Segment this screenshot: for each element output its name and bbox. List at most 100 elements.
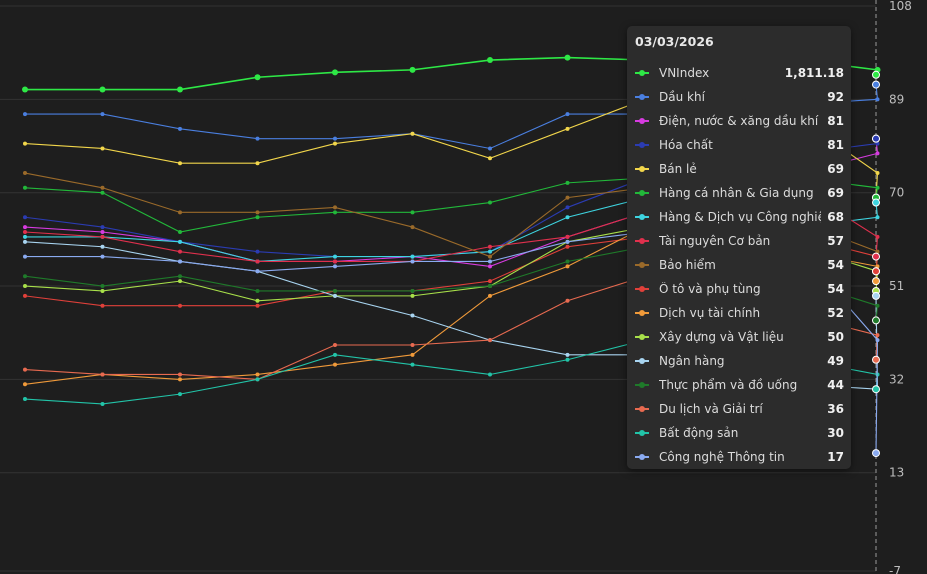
- data-point: [100, 401, 105, 406]
- legend-marker-icon: [635, 310, 649, 316]
- data-point: [255, 303, 260, 308]
- tooltip-series-name: Ngân hàng: [659, 354, 725, 368]
- data-point: [23, 367, 27, 372]
- data-point: [23, 225, 27, 230]
- data-point: [23, 215, 27, 220]
- tooltip-row: Ô tô và phụ tùng 54: [635, 277, 844, 301]
- tooltip-row: Công nghệ Thông tin 17: [635, 445, 844, 469]
- legend-marker-icon: [635, 118, 649, 124]
- data-point: [100, 190, 105, 195]
- tooltip-series-name: Dầu khí: [659, 90, 705, 104]
- data-point: [333, 136, 337, 141]
- legend-marker-icon: [635, 286, 649, 292]
- data-point: [565, 205, 570, 210]
- data-point: [178, 377, 182, 382]
- tooltip-row: Bán lẻ 69: [635, 157, 844, 181]
- legend-marker-icon: [635, 214, 649, 220]
- y-tick-label: -7: [889, 564, 901, 574]
- tooltip-series-value: 49: [827, 354, 844, 368]
- tooltip: 03/03/2026 VNIndex 1,811.18 Dầu khí 92 Điện,…: [627, 26, 851, 469]
- tooltip-series-value: 54: [827, 258, 844, 272]
- data-point: [564, 54, 571, 61]
- data-point: [410, 313, 415, 318]
- data-point: [565, 298, 570, 303]
- data-point: [100, 372, 105, 377]
- data-point: [333, 293, 337, 298]
- tooltip-series-name: Bảo hiểm: [659, 258, 716, 272]
- data-point: [565, 234, 570, 239]
- hover-marker: [872, 277, 880, 286]
- data-point: [488, 249, 492, 254]
- tooltip-series-value: 69: [827, 162, 844, 176]
- legend-marker-icon: [635, 190, 649, 196]
- tooltip-series-name: VNIndex: [659, 66, 710, 80]
- data-point: [487, 57, 493, 64]
- data-point: [488, 244, 492, 249]
- hover-markers: [872, 70, 880, 458]
- legend-marker-icon: [635, 262, 649, 268]
- data-point: [178, 230, 182, 234]
- data-point: [100, 112, 105, 117]
- data-point: [255, 136, 260, 141]
- data-point: [99, 86, 106, 93]
- tooltip-series-value: 69: [827, 186, 844, 200]
- y-tick-label: 13: [889, 466, 904, 480]
- data-point: [23, 239, 27, 244]
- tooltip-series-value: 17: [827, 450, 844, 464]
- data-point: [23, 234, 27, 239]
- legend-marker-icon: [635, 70, 649, 76]
- data-point: [22, 86, 28, 93]
- data-point: [255, 372, 260, 377]
- data-point: [23, 274, 27, 279]
- data-point: [23, 382, 27, 387]
- data-point: [178, 259, 182, 264]
- hover-marker: [872, 70, 880, 79]
- tooltip-series-name: Bất động sản: [659, 426, 739, 440]
- data-point: [255, 210, 260, 215]
- hover-marker: [872, 355, 880, 364]
- data-point: [23, 171, 27, 176]
- tooltip-series-value: 81: [827, 138, 844, 152]
- y-tick-label: 32: [889, 372, 904, 386]
- hover-marker: [872, 291, 880, 300]
- data-point: [488, 146, 492, 151]
- data-point: [100, 225, 105, 230]
- data-point: [254, 74, 261, 81]
- tooltip-series-name: Dịch vụ tài chính: [659, 306, 761, 320]
- data-point: [100, 234, 105, 239]
- data-point: [565, 180, 570, 185]
- tooltip-series-name: Xây dựng và Vật liệu: [659, 330, 784, 344]
- tooltip-series-name: Công nghệ Thông tin: [659, 450, 785, 464]
- data-point: [255, 288, 260, 293]
- hover-marker: [872, 267, 880, 276]
- tooltip-row: Hóa chất 81: [635, 133, 844, 157]
- data-point: [875, 215, 880, 220]
- hover-marker: [872, 80, 880, 89]
- data-point: [255, 298, 260, 303]
- data-point: [100, 284, 105, 289]
- tooltip-row: Ngân hàng 49: [635, 349, 844, 373]
- legend-marker-icon: [635, 430, 649, 436]
- tooltip-series-value: 92: [827, 90, 844, 104]
- legend-marker-icon: [635, 94, 649, 100]
- legend-marker-icon: [635, 142, 649, 148]
- tooltip-series-value: 1,811.18: [784, 66, 844, 80]
- data-point: [410, 259, 415, 264]
- data-point: [565, 195, 570, 200]
- data-point: [333, 362, 337, 367]
- data-point: [178, 161, 182, 166]
- data-point: [23, 397, 27, 402]
- data-point: [565, 112, 570, 117]
- hover-marker: [872, 252, 880, 261]
- tooltip-series-name: Hóa chất: [659, 138, 713, 152]
- data-point: [488, 264, 492, 269]
- data-point: [410, 352, 415, 357]
- tooltip-series-value: 30: [827, 426, 844, 440]
- tooltip-series-value: 68: [827, 210, 844, 224]
- data-point: [255, 377, 260, 382]
- data-point: [178, 303, 182, 308]
- data-point: [333, 210, 337, 215]
- tooltip-list: VNIndex 1,811.18 Dầu khí 92 Điện, nước & xăn…: [635, 61, 844, 469]
- data-point: [23, 284, 27, 289]
- data-point: [410, 225, 415, 230]
